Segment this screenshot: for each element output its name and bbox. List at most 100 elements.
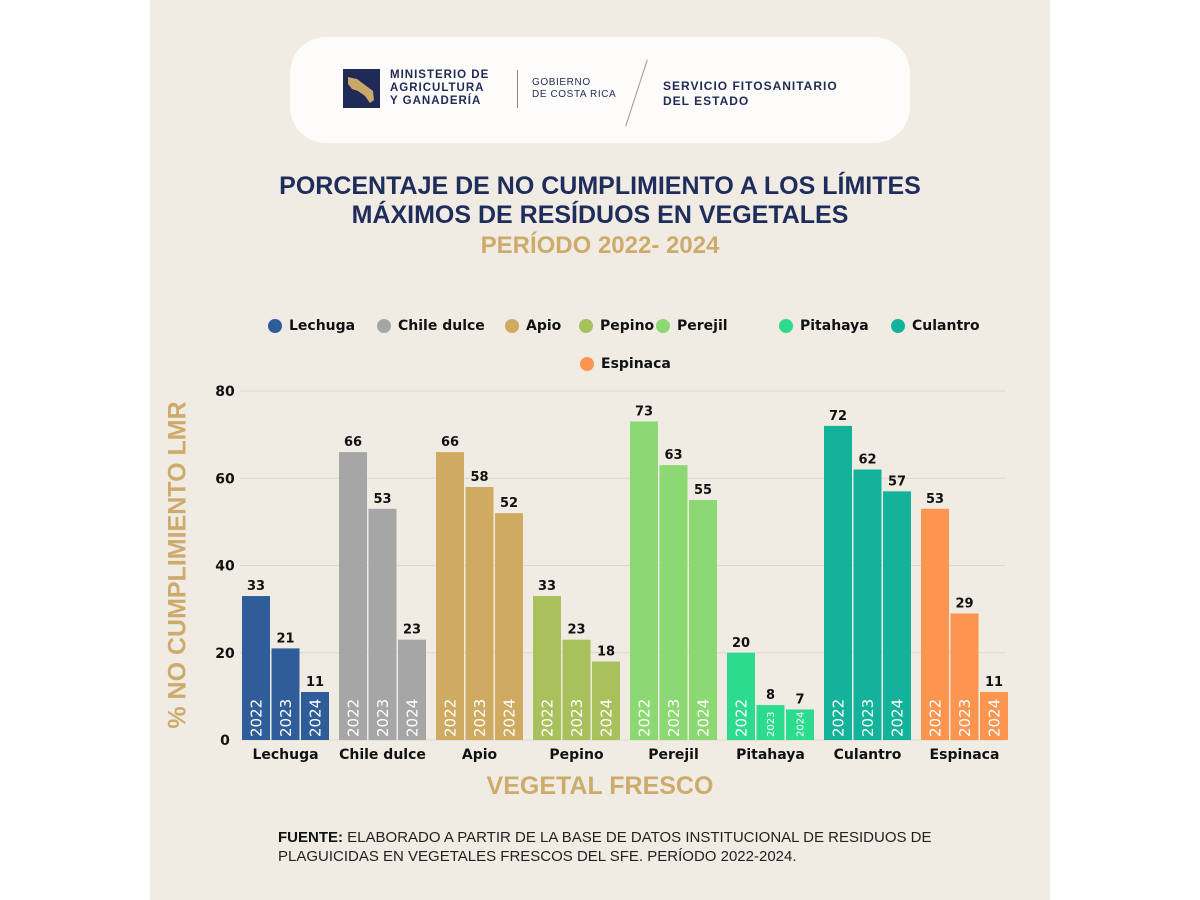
data-label: 58 [470, 470, 488, 485]
data-label: 23 [403, 623, 421, 638]
bar-pitahaya-2022 [727, 652, 755, 740]
service-name: SERVICIO FITOSANITARIO DEL ESTADO [663, 79, 838, 109]
bar-perejil-2022 [630, 421, 658, 740]
header-banner [290, 37, 910, 143]
legend-dot-icon [505, 319, 519, 333]
data-label: 53 [926, 492, 944, 507]
legend-dot-icon [268, 319, 282, 333]
bar-lechuga-2023 [271, 648, 300, 740]
data-label: 57 [888, 474, 906, 489]
bar-chile-dulce-2024 [398, 639, 426, 740]
bar-espinaca-2022 [921, 508, 949, 740]
y-tick-label: 80 [215, 384, 235, 400]
year-label: 2023 [665, 699, 683, 737]
year-label: 2023 [568, 699, 586, 737]
data-label: 20 [732, 636, 750, 651]
x-tick-label: Chile dulce [339, 747, 426, 763]
data-label: 73 [635, 405, 653, 420]
data-label: 53 [373, 492, 391, 507]
data-label: 21 [276, 631, 294, 646]
bar-lechuga-2022 [242, 596, 270, 740]
ministry-line-1: MINISTERIO DE [390, 69, 490, 81]
ministry-name: MINISTERIO DE AGRICULTURA Y GANADERÍA [390, 69, 489, 108]
data-label: 66 [344, 435, 362, 450]
y-tick-label: 20 [215, 646, 235, 662]
poster-background [150, 0, 1050, 900]
legend-label: Pepino [600, 318, 655, 334]
service-line-2: DEL ESTADO [663, 94, 750, 108]
data-label: 33 [538, 579, 556, 594]
data-label: 72 [829, 409, 847, 424]
data-label: 62 [858, 453, 876, 468]
bar-pepino-2024 [592, 661, 620, 740]
year-label: 2024 [888, 699, 906, 737]
data-label: 66 [441, 435, 459, 450]
year-label: 2024 [403, 699, 421, 737]
bar-perejil-2023 [659, 465, 688, 740]
bar-perejil-2024 [689, 500, 717, 740]
year-label: 2023 [766, 712, 777, 737]
legend-dot-icon [656, 319, 670, 333]
data-label: 8 [766, 688, 775, 703]
bar-apio-2024 [495, 513, 523, 740]
data-label: 18 [597, 644, 615, 659]
year-label: 2023 [859, 699, 877, 737]
year-label: 2022 [635, 699, 653, 737]
year-label: 2024 [796, 712, 807, 737]
year-label: 2024 [306, 699, 324, 737]
legend-label: Espinaca [601, 356, 671, 372]
legend-label: Perejil [677, 318, 728, 334]
year-label: 2024 [694, 699, 712, 737]
x-tick-label: Espinaca [930, 747, 1000, 763]
bar-chile-dulce-2023 [368, 508, 397, 740]
bar-apio-2022 [436, 452, 464, 740]
legend-dot-icon [377, 319, 391, 333]
bar-pitahaya-2024 [786, 709, 814, 740]
y-tick-label: 40 [215, 559, 235, 575]
year-label: 2024 [985, 699, 1003, 737]
legend-label: Lechuga [289, 318, 356, 334]
bar-lechuga-2024 [301, 692, 329, 740]
y-tick-label: 60 [215, 471, 235, 487]
data-label: 11 [306, 675, 324, 690]
x-tick-label: Apio [462, 747, 498, 763]
data-label: 11 [985, 675, 1003, 690]
legend-dot-icon [779, 319, 793, 333]
data-label: 29 [955, 596, 973, 611]
legend-dot-icon [580, 357, 594, 371]
x-tick-label: Perejil [648, 747, 699, 763]
legend-item: Culantro [891, 318, 980, 334]
legend-label: Culantro [912, 318, 980, 334]
x-tick-label: Lechuga [252, 747, 318, 763]
legend-dot-icon [891, 319, 905, 333]
ministry-logo-icon [343, 69, 380, 108]
year-label: 2022 [732, 699, 750, 737]
legend-item: Lechuga [268, 318, 355, 334]
year-label: 2024 [597, 699, 615, 737]
data-label: 7 [795, 692, 804, 707]
legend-dot-icon [579, 319, 593, 333]
chart-subtitle: PERÍODO 2022- 2024 [480, 232, 720, 259]
data-label: 63 [664, 448, 682, 463]
year-label: 2023 [471, 699, 489, 737]
year-label: 2023 [956, 699, 974, 737]
service-line-1: SERVICIO FITOSANITARIO [663, 79, 838, 93]
source-note: FUENTE: ELABORADO A PARTIR DE LA BASE DE… [278, 828, 958, 866]
x-axis-label: VEGETAL FRESCO [486, 772, 714, 800]
x-tick-label: Pitahaya [736, 747, 805, 763]
year-label: 2023 [277, 699, 295, 737]
ministry-line-2: AGRICULTURA [390, 82, 485, 94]
legend-label: Apio [526, 318, 562, 334]
data-label: 52 [500, 496, 518, 511]
data-label: 23 [567, 623, 585, 638]
bar-culantro-2022 [824, 425, 852, 740]
legend-item: Chile dulce [377, 318, 485, 334]
bar-apio-2023 [465, 486, 494, 740]
y-tick-label: 0 [220, 733, 230, 749]
legend-item: Pepino [579, 318, 654, 334]
chart-title-line-1: PORCENTAJE DE NO CUMPLIMIENTO A LOS LÍMI… [279, 172, 921, 200]
year-label: 2022 [538, 699, 556, 737]
bar-pepino-2022 [533, 596, 561, 740]
bar-pitahaya-2023 [756, 705, 785, 740]
